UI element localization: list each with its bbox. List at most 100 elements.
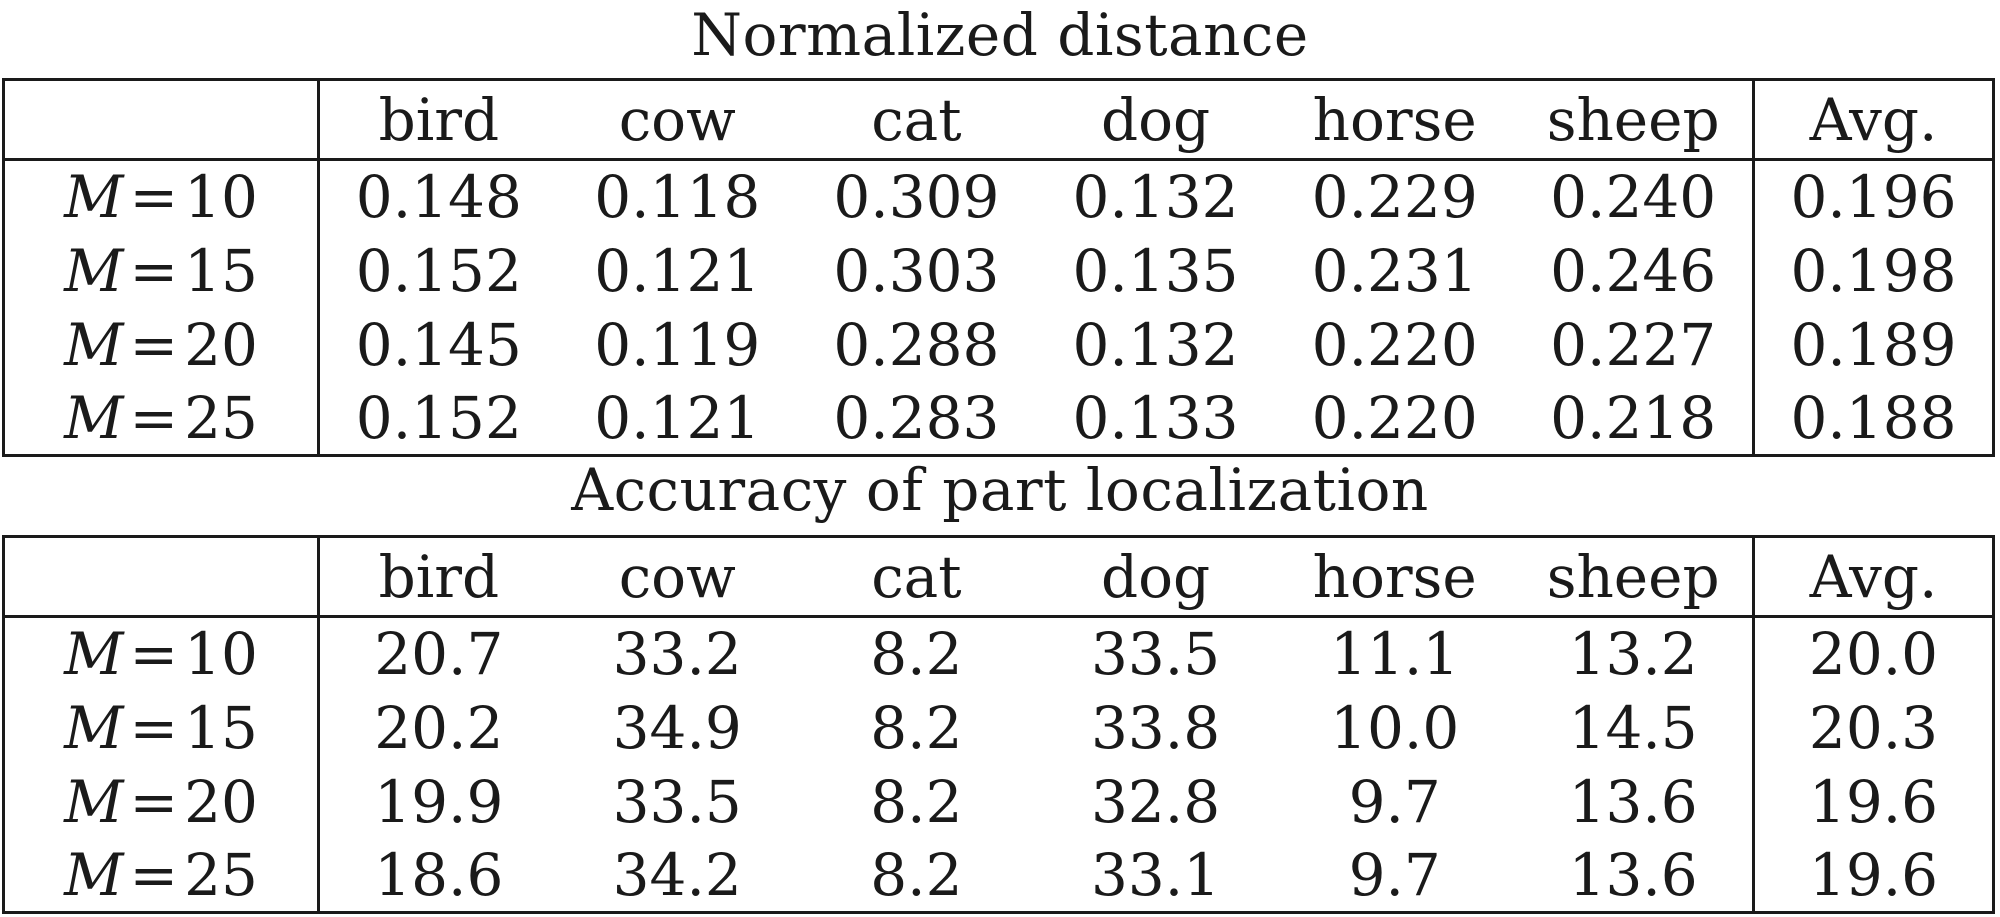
normalized-distance-table: bird cow cat dog horse sheep Avg. M = 10 0.…	[2, 78, 1995, 457]
row-label: M = 20	[3, 764, 320, 839]
value-cell: 0.121	[594, 383, 761, 452]
row-label-equals: =	[129, 236, 179, 305]
value-cell: 32.8	[1090, 767, 1221, 836]
table-row: M = 10 0.148 0.118 0.309 0.132 0.229 0.240 0.196	[3, 159, 1994, 234]
table-row: M = 20 0.145 0.119 0.288 0.132 0.220 0.227 0.189	[3, 307, 1994, 382]
value-cell: 0.119	[594, 310, 761, 379]
value-cell: 0.229	[1311, 163, 1478, 232]
value-cell: 0.288	[833, 310, 1000, 379]
value-cell: 13.6	[1568, 840, 1698, 909]
value-cell: 0.132	[1072, 163, 1239, 232]
avg-cell: 19.6	[1752, 838, 1994, 913]
value-cell: 0.220	[1311, 310, 1478, 379]
value-cell: 11.1	[1330, 620, 1460, 689]
value-cell: 9.7	[1348, 767, 1441, 836]
avg-cell: 0.189	[1752, 307, 1994, 382]
value-cell: 10.0	[1330, 693, 1460, 762]
value-cell: 0.220	[1311, 383, 1478, 452]
column-header: sheep	[1514, 79, 1754, 161]
value-cell: 13.2	[1568, 620, 1698, 689]
value-cell: 33.1	[1090, 840, 1221, 909]
row-label: M = 25	[3, 838, 320, 913]
row-label-variable: M	[64, 236, 124, 305]
row-label-variable: M	[64, 620, 124, 689]
value-cell: 20.2	[374, 693, 504, 762]
value-cell: 20.7	[374, 620, 504, 689]
table-row: M = 25 0.152 0.121 0.283 0.133 0.220 0.218 0.188	[3, 381, 1994, 456]
row-label-value: 25	[184, 383, 258, 452]
row-label-variable: M	[64, 767, 124, 836]
value-cell: 0.135	[1072, 236, 1239, 305]
row-label-value: 20	[184, 310, 258, 379]
value-cell: 0.152	[355, 383, 522, 452]
row-label-variable: M	[64, 383, 124, 452]
value-cell: 0.145	[355, 310, 522, 379]
column-header: bird	[318, 79, 558, 161]
table-title: Normalized distance	[691, 1, 1309, 69]
row-label-value: 15	[184, 693, 258, 762]
row-label-variable: M	[64, 840, 124, 909]
value-cell: 0.227	[1550, 310, 1717, 379]
value-cell: 0.218	[1550, 383, 1717, 452]
header-corner-cell	[3, 79, 320, 161]
row-label-equals: =	[129, 163, 179, 232]
column-header: horse	[1275, 79, 1515, 161]
value-cell: 0.152	[355, 236, 522, 305]
value-cell: 0.132	[1072, 310, 1239, 379]
value-cell: 0.303	[833, 236, 1000, 305]
row-label: M = 25	[3, 381, 320, 456]
value-cell: 0.231	[1311, 236, 1478, 305]
value-cell: 0.240	[1550, 163, 1717, 232]
column-header: dog	[1035, 536, 1276, 618]
value-cell: 33.5	[612, 767, 742, 836]
column-header: cow	[557, 79, 797, 161]
avg-cell: 20.3	[1752, 690, 1994, 765]
table-row: M = 25 18.6 34.2 8.2 33.1 9.7 13.6 19.6	[3, 838, 1994, 913]
value-cell: 0.309	[833, 163, 1000, 232]
avg-cell: 0.188	[1752, 381, 1994, 456]
column-header: cow	[557, 536, 797, 618]
table-body: M = 10 0.148 0.118 0.309 0.132 0.229 0.240 0.196 M…	[3, 159, 1994, 456]
column-header: cat	[796, 79, 1036, 161]
avg-cell: 0.198	[1752, 233, 1994, 308]
value-cell: 0.148	[355, 163, 522, 232]
row-label: M = 15	[3, 233, 320, 308]
value-cell: 18.6	[374, 840, 504, 909]
part-localization-accuracy-table: bird cow cat dog horse sheep Avg. M = 10 20…	[2, 535, 1995, 914]
value-cell: 0.283	[833, 383, 1000, 452]
table-row: M = 10 20.7 33.2 8.2 33.5 11.1 13.2 20.0	[3, 616, 1994, 691]
row-label-equals: =	[129, 693, 179, 762]
value-cell: 0.121	[594, 236, 761, 305]
row-label-equals: =	[129, 383, 179, 452]
row-label-value: 15	[184, 236, 258, 305]
value-cell: 0.133	[1072, 383, 1239, 452]
table-row: M = 20 19.9 33.5 8.2 32.8 9.7 13.6 19.6	[3, 764, 1994, 839]
avg-cell: 20.0	[1752, 616, 1994, 691]
value-cell: 8.2	[870, 620, 963, 689]
column-header-avg: Avg.	[1752, 79, 1994, 161]
avg-cell: 0.196	[1752, 159, 1994, 234]
value-cell: 0.118	[594, 163, 761, 232]
value-cell: 34.2	[612, 840, 742, 909]
value-cell: 33.5	[1090, 620, 1221, 689]
row-label-equals: =	[129, 620, 179, 689]
value-cell: 14.5	[1568, 693, 1698, 762]
value-cell: 8.2	[870, 693, 963, 762]
column-header: dog	[1035, 79, 1276, 161]
column-header-avg: Avg.	[1752, 536, 1994, 618]
header-corner-cell	[3, 536, 320, 618]
row-label-value: 10	[184, 163, 258, 232]
value-cell: 19.9	[374, 767, 504, 836]
row-label-value: 20	[184, 767, 258, 836]
value-cell: 8.2	[870, 767, 963, 836]
column-header: cat	[796, 536, 1036, 618]
row-label-equals: =	[129, 767, 179, 836]
header-row: bird cow cat dog horse sheep Avg.	[3, 79, 1994, 161]
row-label-variable: M	[64, 693, 124, 762]
value-cell: 33.8	[1090, 693, 1221, 762]
value-cell: 33.2	[612, 620, 742, 689]
value-cell: 9.7	[1348, 840, 1441, 909]
value-cell: 8.2	[870, 840, 963, 909]
column-header: horse	[1275, 536, 1515, 618]
